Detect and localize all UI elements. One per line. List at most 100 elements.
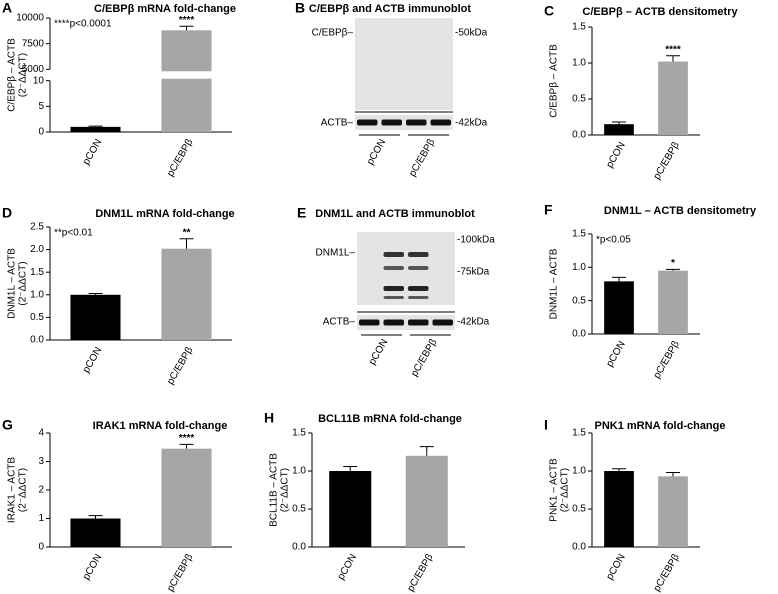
y-tick-label: 0.0	[572, 542, 586, 553]
annotation: ****p<0.0001	[54, 19, 112, 30]
y-tick-label: 2.5	[30, 222, 44, 233]
blot-left-label: C/EBPβ–	[312, 28, 354, 39]
bar	[405, 455, 448, 547]
blot-band	[383, 296, 404, 299]
error-bar	[419, 446, 434, 456]
error-bar	[88, 125, 103, 127]
y-tick-label: 1.5	[572, 428, 586, 439]
bar	[161, 30, 212, 133]
y-tick-label: 2	[38, 485, 44, 496]
blot-band	[408, 252, 429, 257]
y-tick-label: 0	[38, 127, 44, 138]
lane-label: pC/EBPβ	[409, 337, 439, 379]
y-tick-label: 5000	[22, 64, 45, 75]
significance-label: ****	[665, 44, 681, 55]
bar	[70, 126, 121, 132]
annotation: *p<0.05	[596, 235, 631, 246]
panel-letter: C	[544, 3, 554, 19]
bar	[658, 61, 688, 136]
y-tick-label: 1.0	[572, 58, 586, 69]
bar	[604, 281, 634, 334]
y-tick-label: 10000	[16, 13, 44, 24]
x-tick-label: pC/EBPβ	[165, 345, 195, 387]
y-tick-label: 7500	[22, 38, 45, 49]
y-axis-label: C/EBPβ – ACTB	[549, 44, 560, 118]
error-bar	[666, 55, 680, 62]
y-tick-label: 5	[38, 101, 44, 112]
x-tick-label: pCON	[604, 140, 627, 170]
y-axis-label: DNM1L – ACTB	[549, 248, 560, 319]
y-tick-label: 0.5	[292, 504, 306, 515]
y-axis-sublabel: (2⁻ΔΔCT)	[18, 261, 29, 305]
y-axis-label: BCL11B – ACTB	[269, 453, 280, 527]
y-tick-label: 1.0	[572, 466, 586, 477]
bar	[70, 518, 121, 547]
chart-title: IRAK1 mRNA fold-change	[93, 420, 228, 432]
significance-label: ****	[179, 15, 195, 26]
error-bar	[612, 468, 626, 471]
blot-band	[408, 286, 429, 291]
bar	[70, 294, 121, 340]
chart-title: DNM1L mRNA fold-change	[95, 208, 234, 220]
significance-label: **	[183, 227, 191, 238]
y-tick-label: 1	[38, 513, 44, 524]
y-axis-label: PNK1 – ACTB	[549, 458, 560, 522]
blot-membrane	[357, 232, 455, 305]
chart-title: C/EBPβ mRNA fold-change	[94, 3, 236, 15]
y-axis-sublabel: (2⁻ΔΔCT)	[18, 468, 29, 512]
lane-label: pC/EBPβ	[407, 137, 437, 179]
y-tick-label: 0.5	[572, 504, 586, 515]
bar	[161, 448, 212, 547]
y-axis-sublabel: (2⁻ΔΔCT)	[280, 468, 291, 512]
y-tick-label: 0.5	[572, 94, 586, 105]
blot-right-label: -42kDa	[455, 118, 488, 129]
y-tick-label: 0.0	[30, 335, 44, 346]
chart-title: C/EBPβ – ACTB densitometry	[582, 6, 738, 18]
blot-title: DNM1L and ACTB immunoblot	[315, 208, 475, 220]
bar	[329, 471, 372, 547]
lane-label: pCON	[367, 337, 390, 367]
chart-title: PNK1 mRNA fold-change	[595, 420, 726, 432]
blot-band	[383, 252, 404, 257]
y-tick-label: 3	[38, 456, 44, 467]
blot-band	[430, 119, 451, 126]
x-tick-label: pCON	[604, 339, 627, 369]
y-tick-label: 1.5	[292, 428, 306, 439]
panel-letter: G	[2, 417, 13, 433]
blot-left-label: DNM1L–	[316, 248, 356, 259]
y-tick-label: 0.5	[30, 312, 44, 323]
blot-band	[381, 119, 402, 126]
blot-left-label: ACTB–	[323, 317, 356, 328]
panel-letter: H	[264, 410, 274, 426]
blot-left-label: ACTB–	[321, 118, 354, 129]
axis-break-gap	[160, 71, 213, 79]
bar	[658, 476, 688, 547]
y-tick-label: 1.5	[30, 267, 44, 278]
blot-band	[408, 319, 429, 326]
y-tick-label: 1.5	[572, 229, 586, 240]
error-bar	[179, 238, 194, 249]
y-tick-label: 0.0	[572, 329, 586, 340]
panel-letter: I	[544, 417, 548, 433]
blot-band	[357, 119, 378, 126]
panel-letter: B	[295, 0, 305, 16]
lane-label: pCON	[365, 137, 388, 167]
y-tick-label: 1.0	[572, 262, 586, 273]
panel-letter: E	[297, 205, 306, 221]
bar	[604, 124, 634, 135]
y-tick-label: 0	[38, 542, 44, 553]
error-bar	[343, 465, 358, 471]
error-bar	[179, 25, 194, 31]
blot-membrane	[355, 18, 453, 110]
x-tick-label: pCON	[81, 345, 104, 375]
y-tick-label: 0.0	[572, 130, 586, 141]
significance-label: ****	[179, 433, 195, 444]
blot-membrane	[355, 115, 453, 130]
blot-right-label: -42kDa	[457, 317, 490, 328]
error-bar	[179, 443, 194, 449]
y-tick-label: 0.0	[292, 542, 306, 553]
blot-right-label: -75kDa	[457, 267, 490, 278]
y-tick-label: 1.5	[572, 22, 586, 33]
y-axis-label: DNM1L – ACTB	[7, 248, 18, 319]
blot-band	[408, 266, 429, 270]
